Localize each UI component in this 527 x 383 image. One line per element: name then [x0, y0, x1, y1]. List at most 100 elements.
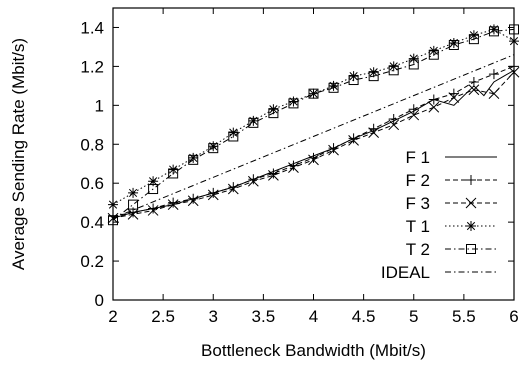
- data-point: [228, 182, 239, 193]
- series-t-2: [108, 24, 519, 226]
- data-point: [107, 212, 119, 224]
- y-tick-label: 1.2: [80, 57, 104, 76]
- data-point: [348, 71, 359, 82]
- data-point: [108, 215, 118, 226]
- data-point: [128, 187, 139, 198]
- y-tick-label: 1.4: [80, 18, 104, 37]
- data-point: [268, 104, 279, 115]
- data-point: [288, 98, 299, 109]
- data-point: [168, 197, 179, 208]
- y-tick-label: 0.4: [80, 213, 104, 232]
- data-point: [308, 154, 319, 166]
- data-point: [128, 199, 139, 210]
- legend-item: F 1: [405, 148, 497, 167]
- x-tick-label: 6: [509, 307, 518, 326]
- data-point: [268, 168, 279, 179]
- data-point: [188, 152, 199, 163]
- data-point: [448, 38, 459, 49]
- legend: F 1 F 2 F 3 T 1 T 2 IDEAL: [381, 148, 497, 282]
- series-line: [112, 28, 515, 206]
- data-point: [308, 152, 319, 163]
- data-point: [508, 66, 520, 78]
- x-tick-label: 3.5: [252, 307, 276, 326]
- legend-marker: [466, 175, 476, 185]
- x-tick-label: 5: [409, 307, 418, 326]
- data-point: [388, 119, 400, 131]
- series-line: [112, 54, 515, 219]
- data-point: [428, 94, 439, 105]
- data-point: [509, 61, 519, 72]
- data-point: [368, 71, 379, 82]
- series-t-1: [108, 24, 519, 210]
- data-point: [208, 187, 219, 198]
- data-point: [368, 127, 380, 138]
- data-point: [188, 193, 199, 204]
- data-point: [408, 109, 420, 121]
- data-point: [288, 162, 299, 173]
- data-point: [147, 205, 159, 216]
- x-tick-label: 5.5: [452, 307, 476, 326]
- legend-item: T 1: [406, 217, 497, 236]
- y-tick-label: 1: [95, 96, 104, 115]
- data-point: [468, 84, 480, 96]
- data-point: [408, 53, 419, 64]
- data-point: [247, 175, 259, 187]
- x-tick-label: 2: [108, 307, 117, 326]
- legend-item: F 2: [405, 171, 497, 190]
- x-tick-label: 4.5: [352, 307, 376, 326]
- data-point: [488, 88, 500, 100]
- data-point: [208, 143, 219, 154]
- legend-item: T 2: [406, 240, 497, 259]
- data-point: [509, 24, 519, 35]
- data-point: [428, 45, 439, 56]
- series-group: [107, 24, 520, 226]
- data-point: [288, 160, 299, 171]
- data-point: [388, 113, 399, 124]
- y-tick-label: 0.2: [80, 252, 104, 271]
- data-point: [228, 131, 239, 142]
- legend-marker: [465, 197, 477, 209]
- data-point: [208, 141, 219, 152]
- x-tick-label: 2.5: [151, 307, 175, 326]
- data-point: [187, 195, 199, 207]
- data-point: [428, 101, 440, 113]
- data-point: [148, 184, 159, 195]
- data-point: [268, 108, 279, 119]
- legend-marker: [466, 221, 476, 231]
- data-point: [228, 127, 239, 138]
- data-point: [448, 39, 459, 50]
- data-point: [268, 170, 279, 181]
- y-tick-label: 0.6: [80, 174, 104, 193]
- legend-label: F 1: [405, 148, 430, 167]
- data-point: [328, 82, 339, 93]
- legend-label: T 1: [406, 217, 430, 236]
- legend-item: F 3: [405, 194, 497, 213]
- series-f-3: [107, 66, 520, 224]
- series-ideal: [112, 54, 515, 219]
- data-point: [368, 67, 379, 78]
- axes-group: 2 2.5 3 3.5 4 4.5 5 5.5 6 0 0.2 0.4 0.6 0.8 1 1.2 1.4: [80, 7, 519, 326]
- data-point: [468, 76, 479, 87]
- data-point: [488, 24, 499, 35]
- data-point: [108, 199, 118, 210]
- data-point: [188, 154, 199, 165]
- data-point: [388, 65, 399, 76]
- data-point: [408, 59, 419, 70]
- data-point: [468, 30, 479, 41]
- data-point: [488, 69, 499, 80]
- data-point: [468, 34, 479, 45]
- y-tick-label: 0: [95, 291, 104, 310]
- data-point: [328, 80, 339, 91]
- data-point: [168, 164, 179, 175]
- x-tick-label: 3: [209, 307, 218, 326]
- data-point: [488, 26, 499, 37]
- data-point: [227, 183, 239, 195]
- data-point: [167, 199, 179, 210]
- data-point: [248, 115, 259, 126]
- data-point: [148, 176, 159, 187]
- data-point: [308, 88, 319, 99]
- series-f-2: [108, 61, 519, 222]
- data-point: [328, 144, 339, 156]
- data-point: [168, 168, 179, 179]
